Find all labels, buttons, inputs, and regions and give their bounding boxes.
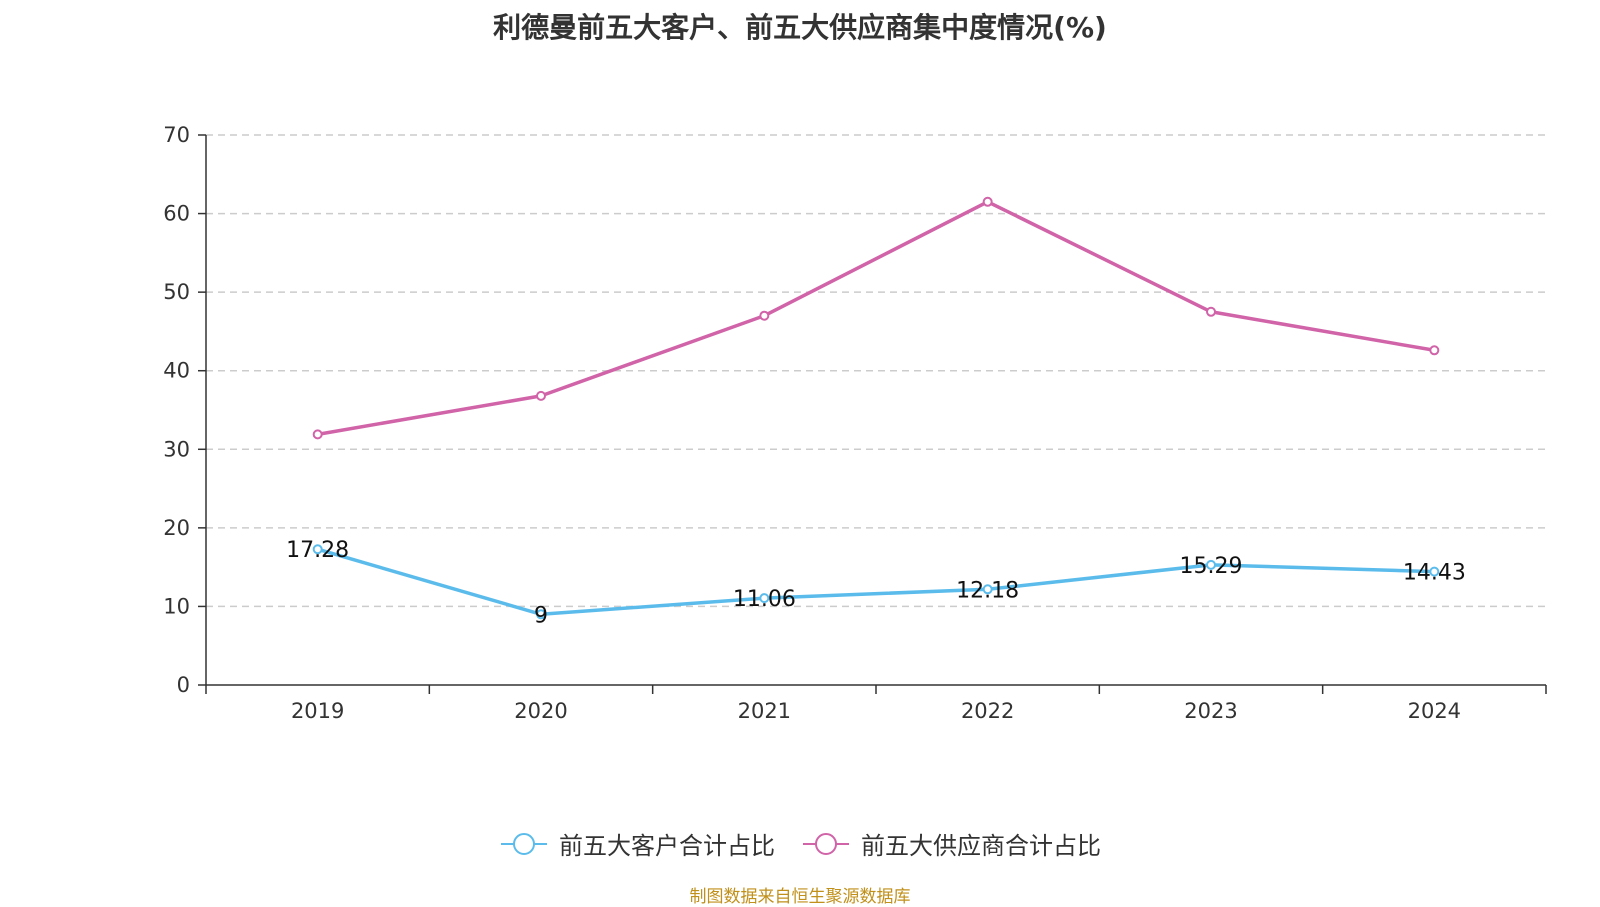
legend-item-customers[interactable]: 前五大客户合计占比: [499, 826, 775, 861]
x-tick-label: 2019: [291, 699, 344, 723]
series-line-1: [317, 200, 1435, 437]
data-label: 14.43: [1403, 561, 1466, 586]
x-tick-label: 2022: [961, 699, 1014, 723]
data-point[interactable]: [1429, 566, 1440, 577]
axes: 0 10 20 30 40 50 60 70 2019 2020 2021 2022 2023 2024: [163, 123, 1547, 723]
data-label: 17.28: [286, 538, 349, 563]
x-tick-label: 2024: [1408, 699, 1461, 723]
grid-lines: [206, 134, 1546, 608]
data-point[interactable]: [536, 609, 546, 620]
x-tick-label: 2023: [1184, 699, 1237, 723]
series-line-0: [317, 547, 1435, 617]
data-label: 9: [534, 603, 548, 628]
data-point[interactable]: [536, 390, 546, 401]
y-tick-label: 30: [163, 437, 190, 461]
data-label: 11.06: [733, 587, 796, 612]
legend-item-suppliers[interactable]: 前五大供应商合计占比: [801, 826, 1101, 861]
data-point[interactable]: [982, 584, 993, 595]
legend-swatch-suppliers: [803, 832, 849, 855]
data-point[interactable]: [1206, 306, 1216, 317]
data-point[interactable]: [1429, 345, 1440, 356]
legend-label-customers: 前五大客户合计占比: [559, 832, 775, 860]
x-tick-label: 2021: [738, 699, 791, 723]
data-point[interactable]: [312, 429, 323, 440]
y-tick-label: 60: [163, 202, 190, 226]
data-point[interactable]: [982, 196, 993, 207]
y-tick-label: 20: [163, 516, 190, 540]
data-labels: 17.28 9 11.06 12.18 15.29 14.43: [286, 538, 1466, 628]
data-label: 15.29: [1180, 554, 1243, 579]
y-tick-label: 10: [163, 594, 190, 618]
x-tick-label: 2020: [514, 699, 567, 723]
data-point[interactable]: [312, 544, 323, 555]
y-tick-label: 0: [177, 673, 190, 697]
legend: 前五大客户合计占比 前五大供应商合计占比: [0, 826, 1600, 861]
y-tick-label: 50: [163, 280, 190, 304]
data-point[interactable]: [759, 310, 770, 321]
y-tick-label: 40: [163, 359, 190, 383]
legend-swatch-customers: [501, 832, 547, 855]
data-point[interactable]: [1206, 559, 1216, 570]
source-note: 制图数据来自恒生聚源数据库: [689, 887, 911, 907]
y-tick-label: 70: [163, 123, 190, 147]
data-point[interactable]: [759, 593, 770, 604]
legend-label-suppliers: 前五大供应商合计占比: [861, 832, 1101, 860]
chart-title: 利德曼前五大客户、前五大供应商集中度情况(%): [493, 11, 1107, 44]
data-label: 12.18: [956, 578, 1019, 603]
series-layer: [312, 196, 1440, 620]
